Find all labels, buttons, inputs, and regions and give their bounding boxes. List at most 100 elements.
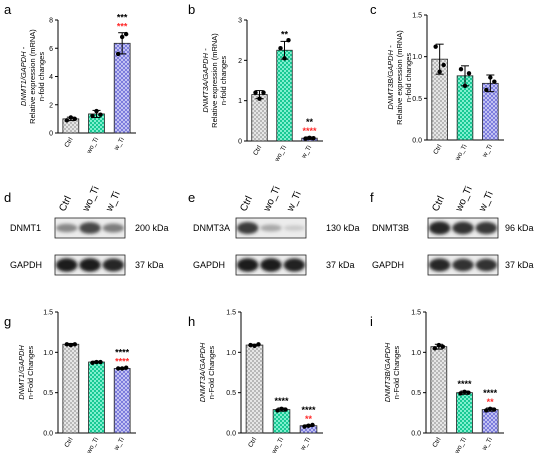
data-point [72, 116, 78, 122]
y-axis-label-gene: DNMT3A/GAPDH - [201, 48, 210, 113]
significance-stars-vs-wo-ti: **** [115, 357, 130, 367]
data-point [253, 90, 258, 95]
data-point [487, 406, 493, 411]
data-point [256, 342, 261, 347]
y-tick-label: 3 [238, 18, 242, 25]
category-label: w_Ti [481, 437, 494, 453]
blot-band [283, 258, 306, 272]
significance-stars: **** [457, 379, 472, 389]
data-point [462, 83, 468, 89]
data-point [64, 118, 70, 123]
molecular-weight-label: 37 kDa [505, 260, 534, 270]
western-blot-dnmt3a: Ctrl wo_Ti w_Ti DNMT3A 130 kDa GAPDH 37 kDa [193, 185, 360, 276]
data-point [68, 115, 74, 120]
data-point [306, 423, 311, 428]
data-point [466, 390, 471, 395]
protein-label: GAPDH [193, 260, 225, 270]
blot-band [452, 221, 474, 235]
category-label: Ctrl [431, 436, 442, 449]
data-point [311, 135, 316, 141]
category-label: wo_Ti [454, 144, 469, 163]
y-tick-label: 1.5 [412, 13, 422, 20]
y-axis-label: DNMT3A/GAPDH -Relative expression (mRNA)… [201, 33, 228, 128]
y-tick-label: 1.5 [226, 310, 236, 317]
y-tick-label: 4 [49, 74, 53, 81]
category-label: wo_Ti [270, 437, 285, 456]
blot-band [260, 224, 282, 232]
y-tick-label: 2 [49, 102, 53, 109]
y-tick-label: 1.0 [43, 350, 53, 357]
blot-band [452, 258, 474, 272]
y-tick-label: 0.5 [412, 96, 422, 103]
y-tick-label: 1 [238, 98, 242, 105]
lane-label: wo_Ti [80, 185, 102, 214]
blot-band [475, 258, 498, 272]
category-label: w_Ti [299, 437, 312, 453]
data-point [440, 344, 446, 349]
lane-label: Ctrl [57, 195, 74, 214]
data-point [64, 342, 70, 347]
y-axis-label-line: n-fold changes [404, 53, 413, 102]
y-tick-label: 1.0 [226, 350, 236, 357]
category-label: w_Ti [113, 437, 126, 453]
panel-label-i: i [370, 314, 373, 329]
category-label: wo_Ti [453, 437, 468, 456]
bar-ctrl [245, 344, 264, 434]
data-point [492, 79, 497, 84]
panel-label-a: a [4, 2, 12, 17]
data-point [98, 112, 103, 117]
y-axis-label-line: Relative expression (mRNA) [210, 33, 219, 128]
data-point [488, 75, 493, 80]
bar-wo-ti [456, 392, 473, 434]
bar-wo-ti [276, 49, 293, 142]
data-point [119, 34, 125, 40]
data-point [98, 359, 103, 365]
data-point [432, 346, 438, 351]
western-blot-dnmt3b: Ctrl wo_Ti w_Ti DNMT3B 96 kDa GAPDH 37 kDa [372, 185, 534, 276]
category-label: w_Ti [300, 145, 313, 161]
significance-stars-vs-wo-ti: ** [487, 397, 495, 407]
lane-label: wo_Ti [261, 185, 283, 214]
data-point [115, 366, 121, 371]
significance-stars: **** [115, 348, 130, 358]
y-axis-label: DNMT3A/GAPDHn-Fold Changes [198, 342, 216, 402]
lane-label: w_Ti [477, 190, 496, 214]
molecular-weight-label: 37 kDa [135, 260, 164, 270]
significance-stars: ** [306, 117, 314, 127]
y-axis-label-line: n-Fold Changes [207, 346, 216, 400]
bar-ctrl [251, 94, 268, 142]
data-point [94, 359, 99, 365]
y-axis-label-line: n-fold changes [219, 56, 228, 105]
data-point [90, 113, 95, 119]
y-tick-label: 1.0 [412, 54, 422, 61]
data-point [279, 406, 284, 411]
y-tick-label: 0.5 [43, 390, 53, 397]
data-point [458, 66, 464, 72]
molecular-weight-label: 200 kDa [135, 223, 169, 233]
lane-label: Ctrl [238, 195, 255, 214]
bar-ctrl [430, 346, 448, 434]
category-label: Ctrl [432, 143, 443, 156]
data-point [436, 342, 442, 348]
y-axis-label-line: n-fold changes [37, 52, 46, 101]
y-tick-label: 2 [238, 58, 242, 65]
significance-stars-vs-wo-ti: ** [305, 414, 313, 424]
category-label: wo_Ti [85, 137, 100, 156]
data-point [283, 407, 288, 412]
y-axis-label: DNMT3B/GAPDHn-Fold Changes [383, 342, 401, 402]
protein-label: DNMT3A [193, 223, 230, 233]
blot-band [79, 258, 101, 272]
data-point [115, 51, 121, 57]
data-point [282, 56, 287, 61]
data-point [437, 69, 442, 74]
molecular-weight-label: 96 kDa [505, 223, 534, 233]
data-point [248, 342, 253, 348]
blot-band [236, 222, 259, 234]
y-axis-label-line: n-Fold Changes [26, 346, 35, 400]
chart-dnmt3b-protein: 0.0 0.5 1.0 1.5 DNMT3B/GAPDHn-Fold Changes Ct… [383, 310, 504, 456]
data-point [278, 46, 283, 51]
molecular-weight-label: 37 kDa [326, 260, 355, 270]
blot-band [102, 258, 125, 272]
bar-wo-ti [272, 409, 291, 434]
data-point [466, 71, 472, 76]
